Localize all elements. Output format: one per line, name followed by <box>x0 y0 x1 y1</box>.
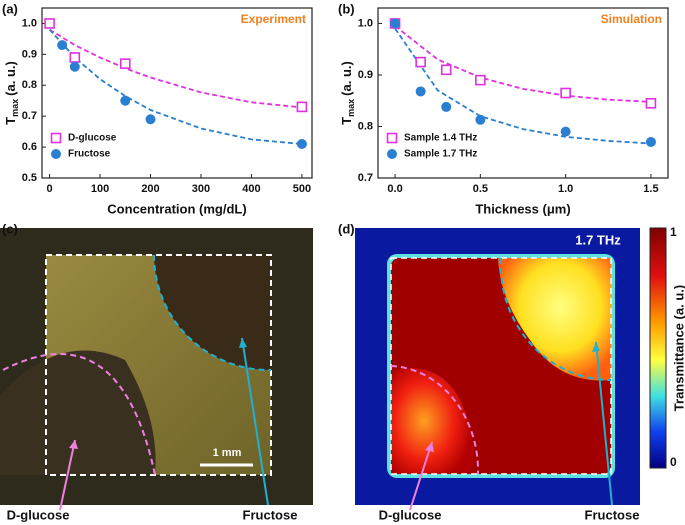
y-label-sub: max <box>346 99 356 117</box>
glucose-arc <box>390 365 480 475</box>
point <box>441 101 452 112</box>
arrow-head <box>592 342 600 352</box>
x-tick-label: 500 <box>293 183 311 195</box>
plot-frame <box>41 7 313 179</box>
y-tick-label: 0.9 <box>358 69 373 81</box>
y-tick-label: 0.6 <box>22 141 37 153</box>
fructose-arc <box>499 257 612 382</box>
fit-line <box>394 25 651 103</box>
point <box>440 64 452 76</box>
arrow-label: D-glucose <box>379 507 442 522</box>
y-axis-label: Tmax (a. u.) <box>3 61 20 125</box>
fit-line <box>48 28 302 145</box>
panel-label: (b) <box>338 1 355 16</box>
arrow-head <box>239 338 247 348</box>
glucose-region <box>391 368 474 474</box>
annotation: Simulation <box>601 12 662 26</box>
point <box>475 114 486 125</box>
y-tick-label: 1.0 <box>358 17 373 29</box>
y-tick-label: 1.0 <box>22 17 37 29</box>
fructose-arc <box>153 254 272 372</box>
point <box>560 87 571 99</box>
point <box>120 95 131 106</box>
point <box>296 101 308 113</box>
outline <box>45 254 272 476</box>
legend-label: D-glucose <box>68 133 117 144</box>
fit-line <box>49 28 302 109</box>
legend-label: Sample 1.4 THz <box>404 133 477 144</box>
arrow <box>595 341 613 506</box>
colorbar-tick-label: 0 <box>670 455 677 469</box>
arrow-head <box>69 440 78 449</box>
point <box>415 86 426 97</box>
y-label-rest: (a. u.) <box>339 61 354 96</box>
y-label-main: T <box>3 117 18 125</box>
x-tick-label: 1.0 <box>558 183 573 195</box>
point <box>119 58 131 69</box>
point <box>44 18 55 29</box>
x-tick-label: 1.5 <box>643 183 658 195</box>
y-tick-label: 0.9 <box>22 48 37 60</box>
panel-label: (d) <box>338 221 355 236</box>
y-tick-label: 0.5 <box>22 172 37 184</box>
point <box>415 56 426 68</box>
point <box>645 136 656 147</box>
point <box>69 52 81 63</box>
glucose-arc <box>2 353 156 476</box>
legend-label: Fructose <box>68 149 111 160</box>
arrow <box>241 337 269 506</box>
arrow-label: Fructose <box>585 507 640 522</box>
y-label-main: T <box>339 117 354 125</box>
legend-marker <box>50 132 62 144</box>
x-tick-label: 0.5 <box>473 183 488 195</box>
x-tick-label: 0.0 <box>387 183 402 195</box>
y-axis-label: Tmax (a. u.) <box>339 61 356 125</box>
point <box>560 126 571 137</box>
x-axis-label: Concentration (mg/dL) <box>107 201 246 216</box>
y-tick-label: 0.8 <box>358 120 373 132</box>
arrow <box>59 439 76 511</box>
arrow <box>409 441 433 511</box>
legend-marker <box>386 132 398 144</box>
legend-marker <box>387 149 397 159</box>
map-title: 1.7 THz <box>575 232 621 247</box>
y-tick-label: 0.7 <box>22 110 37 122</box>
panel-label: (a) <box>2 1 18 16</box>
annotation: Experiment <box>241 12 306 26</box>
legend-label: Sample 1.7 THz <box>404 149 477 160</box>
fit-line <box>394 28 651 145</box>
x-tick-label: 300 <box>192 183 210 195</box>
photo-panel: 1 mm <box>0 228 313 511</box>
y-tick-label: 0.8 <box>22 79 37 91</box>
arrow-head <box>425 442 434 452</box>
map-panel <box>355 227 667 511</box>
arrow-label: Fructose <box>243 507 298 522</box>
point <box>145 114 156 125</box>
x-tick-label: 100 <box>91 183 109 195</box>
scale-label: 1 mm <box>213 447 242 459</box>
y-label-sub: max <box>10 99 20 117</box>
colorbar <box>649 227 667 469</box>
panel-label: (c) <box>2 221 18 236</box>
point <box>296 139 307 149</box>
point <box>57 40 68 51</box>
y-label-rest: (a. u.) <box>3 61 18 96</box>
colorbar-label: Transmittance (a. u.) <box>671 285 685 411</box>
x-tick-label: 200 <box>141 183 159 195</box>
point <box>390 18 401 29</box>
x-tick-label: 0 <box>47 183 53 195</box>
colorbar-tick-label: 1 <box>670 225 677 239</box>
plot-frame <box>377 7 669 179</box>
legend-marker <box>51 149 61 159</box>
arrow-label: D-glucose <box>7 507 70 522</box>
point <box>645 98 657 109</box>
fructose-region <box>498 258 611 381</box>
point <box>475 74 486 86</box>
y-tick-label: 0.7 <box>358 172 373 184</box>
point <box>69 61 80 72</box>
x-tick-label: 400 <box>242 183 260 195</box>
x-axis-label: Thickness (μm) <box>475 201 570 216</box>
